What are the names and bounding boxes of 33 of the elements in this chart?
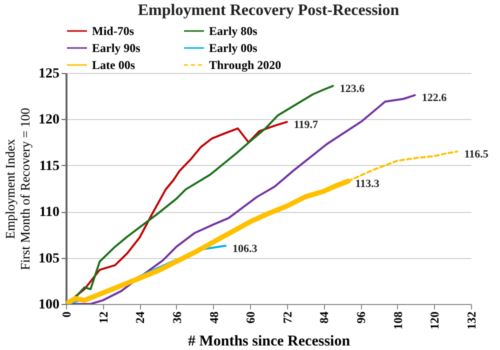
x-tick-label: 108 [390, 312, 405, 330]
legend-label: Early 00s [209, 41, 258, 55]
x-tick-label: 24 [133, 312, 148, 324]
annotation: 119.7 [294, 118, 319, 131]
legend-label: Late 00s [92, 58, 136, 72]
x-tick-label: 48 [206, 312, 221, 324]
x-tick-label: 84 [317, 312, 332, 324]
legend-label: Early 80s [209, 24, 258, 38]
y-tick-label: 115 [39, 158, 60, 174]
x-tick-label: 60 [244, 312, 258, 324]
x-axis-title: # Months since Recession [188, 334, 351, 350]
x-tick-label: 132 [464, 312, 478, 330]
x-tick-label: 12 [96, 312, 110, 324]
annotation: 106.3 [232, 242, 258, 255]
x-tick-label: 72 [280, 312, 294, 324]
y-tick-label: 105 [38, 251, 60, 266]
y-tick-label: 110 [39, 205, 60, 220]
annotation: 116.5 [464, 148, 489, 161]
y-tick-label: 100 [38, 298, 60, 312]
x-tick-label: 96 [354, 312, 368, 324]
x-tick-label: 0 [60, 312, 74, 318]
legend-label: Through 2020 [209, 58, 282, 72]
y-axis-title: Employment Index First Month of Recovery = 100 [2, 108, 32, 270]
annotation: 113.3 [355, 178, 380, 190]
legend-label: Mid-70s [92, 24, 134, 38]
annotation: 123.6 [340, 82, 366, 95]
x-tick-label: 120 [428, 312, 442, 330]
y-tick-label: 120 [38, 112, 60, 128]
x-tick-label: 36 [170, 312, 184, 324]
legend-label: Early 90s [92, 41, 141, 55]
chart-title: Employment Recovery Post-Recession [138, 2, 400, 19]
y-tick-label: 125 [38, 66, 60, 82]
annotation: 122.6 [422, 92, 448, 104]
